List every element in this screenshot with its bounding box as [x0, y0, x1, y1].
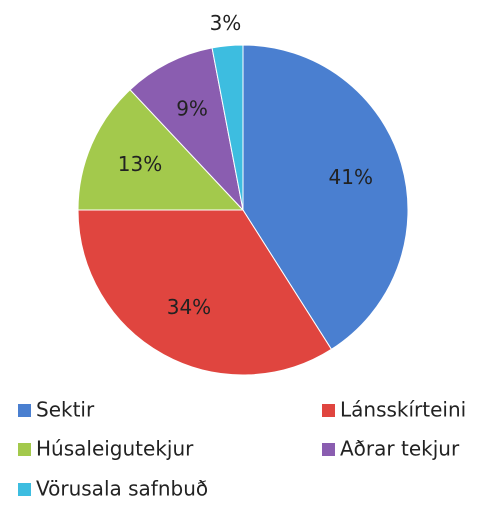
- pie-slice: [129, 47, 244, 212]
- legend-label: Sektir: [36, 398, 95, 422]
- legend-label: Lánsskírteini: [340, 398, 466, 422]
- slice-label: 34%: [167, 295, 211, 319]
- legend-swatch: [18, 404, 31, 417]
- slice-label: 9%: [176, 97, 208, 121]
- slice-label: 13%: [118, 152, 162, 176]
- slice-label: 3%: [210, 11, 242, 35]
- slice-label: 41%: [329, 165, 373, 189]
- legend-label: Vörusala safnbuð: [36, 477, 208, 501]
- legend-label: Aðrar tekjur: [340, 437, 460, 461]
- legend-swatch: [18, 443, 31, 456]
- legend-swatch: [18, 483, 31, 496]
- legend-swatch: [322, 443, 335, 456]
- pie-slice: [211, 44, 244, 211]
- pie-slice: [77, 89, 245, 211]
- legend-swatch: [322, 404, 335, 417]
- legend-label: Húsaleigutekjur: [36, 437, 194, 461]
- pie-slice: [242, 44, 409, 351]
- pie-slice: [77, 209, 333, 376]
